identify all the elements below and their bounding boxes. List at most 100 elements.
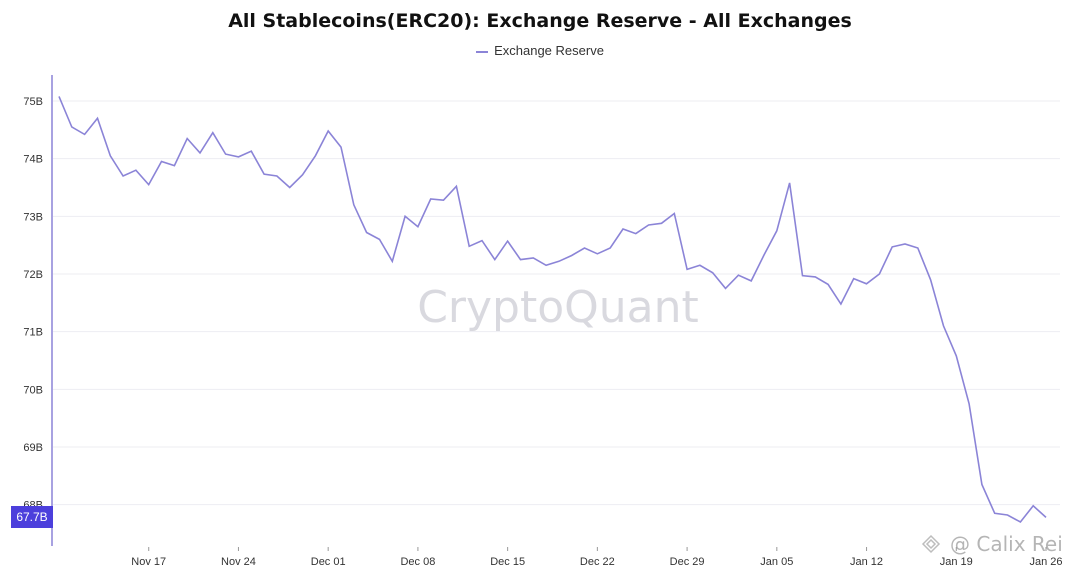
data-point[interactable] xyxy=(505,238,511,244)
data-point[interactable] xyxy=(889,244,895,250)
legend[interactable]: Exchange Reserve xyxy=(0,43,1080,58)
data-point[interactable] xyxy=(774,228,780,234)
data-point[interactable] xyxy=(697,262,703,268)
x-axis-ticks: Nov 17 Nov 24 Dec 01 Dec 08 Dec 15 Dec 22 Dec … xyxy=(131,547,1063,568)
x-tick-label: Dec 22 xyxy=(580,556,615,568)
data-point[interactable] xyxy=(1030,503,1036,509)
data-point[interactable] xyxy=(556,258,562,264)
data-point[interactable] xyxy=(966,401,972,407)
data-point[interactable] xyxy=(274,173,280,179)
data-point[interactable] xyxy=(915,245,921,251)
data-point[interactable] xyxy=(530,255,536,261)
data-point[interactable] xyxy=(415,224,421,230)
data-point[interactable] xyxy=(569,253,575,259)
legend-label: Exchange Reserve xyxy=(494,43,604,58)
data-point[interactable] xyxy=(1017,519,1023,525)
data-point[interactable] xyxy=(338,144,344,150)
data-point[interactable] xyxy=(607,245,613,251)
series-line-exchange-reserve[interactable] xyxy=(58,96,1047,524)
data-point[interactable] xyxy=(735,272,741,278)
data-point[interactable] xyxy=(248,148,254,154)
data-point[interactable] xyxy=(518,257,524,263)
data-point[interactable] xyxy=(133,167,139,173)
y-axis-ticks: 75B74B73B72B71B70B69B68B xyxy=(23,96,43,512)
data-point[interactable] xyxy=(441,197,447,203)
data-point[interactable] xyxy=(864,281,870,287)
data-point[interactable] xyxy=(95,115,101,121)
y-tick-label: 74B xyxy=(23,154,43,166)
data-point[interactable] xyxy=(594,251,600,257)
data-point[interactable] xyxy=(197,150,203,156)
data-point[interactable] xyxy=(800,273,806,279)
data-point[interactable] xyxy=(851,276,857,282)
data-point[interactable] xyxy=(671,211,677,217)
data-point[interactable] xyxy=(748,278,754,284)
y-tick-label: 73B xyxy=(23,211,43,223)
data-point[interactable] xyxy=(479,238,485,244)
data-point[interactable] xyxy=(633,231,639,237)
data-point[interactable] xyxy=(351,202,357,208)
data-point[interactable] xyxy=(159,159,165,165)
data-point[interactable] xyxy=(710,270,716,276)
x-tick-label: Nov 17 xyxy=(131,556,166,568)
data-point[interactable] xyxy=(312,153,318,159)
x-tick-label: Jan 19 xyxy=(940,556,973,568)
data-point[interactable] xyxy=(979,482,985,488)
data-point[interactable] xyxy=(876,271,882,277)
data-point[interactable] xyxy=(825,281,831,287)
data-point[interactable] xyxy=(377,236,383,242)
gridlines xyxy=(53,100,1060,506)
data-point[interactable] xyxy=(428,196,434,202)
data-point[interactable] xyxy=(171,163,177,169)
data-point[interactable] xyxy=(453,183,459,189)
data-point[interactable] xyxy=(620,226,626,232)
data-point[interactable] xyxy=(992,510,998,516)
watermark-text: CryptoQuant xyxy=(417,282,699,333)
data-point[interactable] xyxy=(659,220,665,226)
data-point[interactable] xyxy=(492,257,498,263)
data-point[interactable] xyxy=(146,182,152,188)
y-tick-label: 75B xyxy=(23,96,43,108)
data-point[interactable] xyxy=(812,274,818,280)
data-point[interactable] xyxy=(723,285,729,291)
data-point[interactable] xyxy=(1043,514,1049,520)
data-point[interactable] xyxy=(928,277,934,283)
data-point[interactable] xyxy=(582,245,588,251)
data-point[interactable] xyxy=(287,185,293,191)
data-point[interactable] xyxy=(466,243,472,249)
data-point[interactable] xyxy=(1005,512,1011,518)
y-tick-label: 69B xyxy=(23,442,43,454)
data-point[interactable] xyxy=(56,93,62,99)
data-point[interactable] xyxy=(402,213,408,219)
data-point[interactable] xyxy=(761,252,767,258)
data-point[interactable] xyxy=(953,353,959,359)
data-point[interactable] xyxy=(684,266,690,272)
data-point[interactable] xyxy=(210,130,216,136)
data-point[interactable] xyxy=(261,171,267,177)
attribution-logo-icon xyxy=(921,534,941,554)
x-tick-label: Dec 01 xyxy=(311,556,346,568)
attribution: @ Calix Rei xyxy=(921,532,1063,556)
data-point[interactable] xyxy=(236,154,242,160)
data-point[interactable] xyxy=(120,173,126,179)
x-tick-label: Dec 15 xyxy=(490,556,525,568)
data-point[interactable] xyxy=(389,258,395,264)
legend-swatch xyxy=(476,50,489,53)
data-point[interactable] xyxy=(543,262,549,268)
data-point[interactable] xyxy=(787,180,793,186)
x-tick-label: Jan 26 xyxy=(1029,556,1062,568)
data-point[interactable] xyxy=(646,222,652,228)
data-point[interactable] xyxy=(902,241,908,247)
data-point[interactable] xyxy=(941,323,947,329)
data-point[interactable] xyxy=(223,151,229,157)
x-tick-label: Dec 08 xyxy=(400,556,435,568)
data-point[interactable] xyxy=(69,124,75,130)
data-point[interactable] xyxy=(107,153,113,159)
data-point[interactable] xyxy=(364,230,370,236)
data-point[interactable] xyxy=(325,128,331,134)
data-point[interactable] xyxy=(300,172,306,178)
data-point[interactable] xyxy=(184,136,190,142)
data-point[interactable] xyxy=(838,301,844,307)
data-point[interactable] xyxy=(82,131,88,137)
